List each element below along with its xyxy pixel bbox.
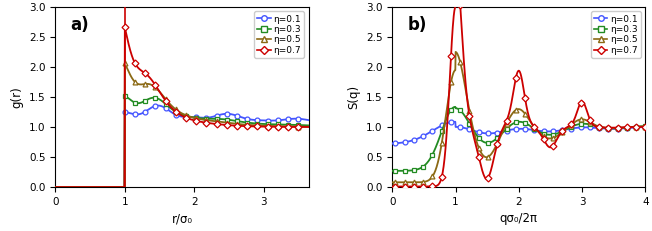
X-axis label: qσ₀/2π: qσ₀/2π [500,212,538,225]
Y-axis label: g(r): g(r) [10,86,23,108]
Text: a): a) [70,16,89,34]
Legend: η=0.1, η=0.3, η=0.5, η=0.7: η=0.1, η=0.3, η=0.5, η=0.7 [591,12,641,58]
X-axis label: r/σ₀: r/σ₀ [171,212,192,225]
Y-axis label: S(q): S(q) [348,85,361,109]
Legend: η=0.1, η=0.3, η=0.5, η=0.7: η=0.1, η=0.3, η=0.5, η=0.7 [254,12,304,58]
Text: b): b) [408,16,427,34]
